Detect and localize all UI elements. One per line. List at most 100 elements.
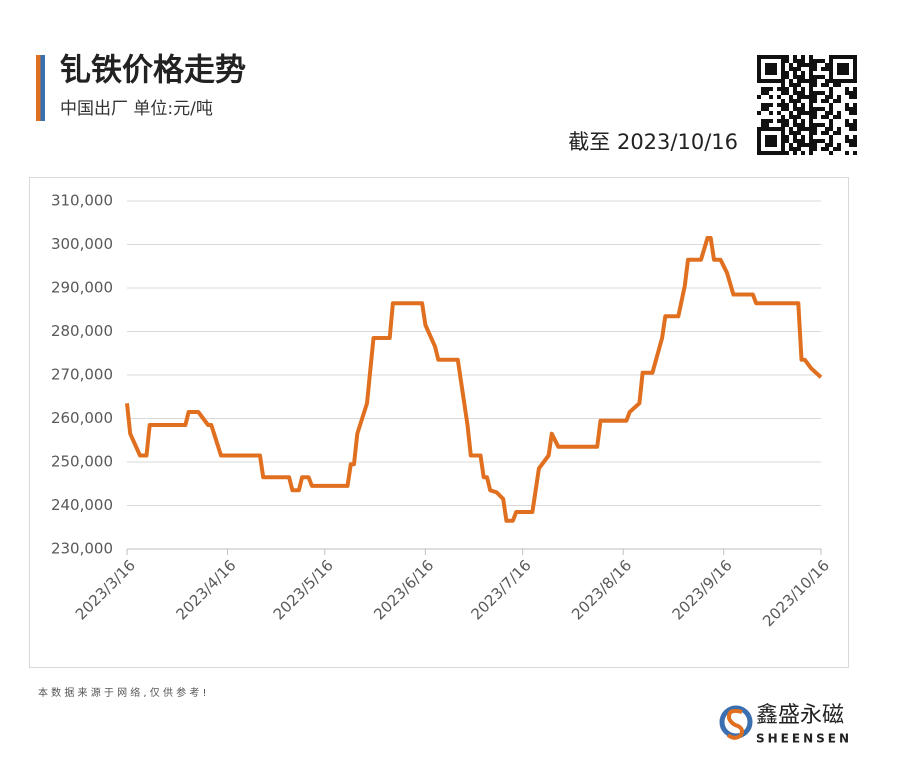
qr-cell — [813, 83, 817, 87]
qr-cell — [849, 91, 853, 95]
qr-cell — [765, 127, 769, 131]
qr-cell — [817, 91, 821, 95]
qr-cell — [821, 107, 825, 111]
qr-cell — [793, 55, 797, 59]
qr-cell — [809, 63, 813, 67]
y-tick-label: 250,000 — [51, 453, 113, 471]
qr-cell — [785, 71, 789, 75]
qr-cell — [757, 95, 761, 99]
qr-cell — [769, 87, 773, 91]
qr-cell — [853, 91, 857, 95]
qr-cell — [829, 95, 833, 99]
qr-cell — [761, 79, 765, 83]
qr-cell — [761, 87, 765, 91]
qr-cell — [841, 63, 845, 67]
qr-cell — [825, 147, 829, 151]
qr-cell — [777, 103, 781, 107]
qr-cell — [777, 87, 781, 91]
y-tick-label: 280,000 — [51, 322, 113, 340]
qr-cell — [829, 143, 833, 147]
qr-cell — [801, 79, 805, 83]
qr-cell — [769, 119, 773, 123]
qr-cell — [845, 103, 849, 107]
qr-cell — [853, 67, 857, 71]
qr-cell — [793, 119, 797, 123]
qr-cell — [769, 63, 773, 67]
qr-cell — [813, 127, 817, 131]
qr-cell — [781, 71, 785, 75]
qr-cell — [809, 119, 813, 123]
qr-cell — [761, 123, 765, 127]
qr-cell — [813, 67, 817, 71]
qr-cell — [781, 139, 785, 143]
qr-cell — [793, 151, 797, 155]
qr-cell — [793, 83, 797, 87]
qr-cell — [781, 63, 785, 67]
qr-cell — [757, 143, 761, 147]
qr-cell — [821, 99, 825, 103]
qr-cell — [769, 67, 773, 71]
qr-cell — [801, 91, 805, 95]
qr-cell — [797, 131, 801, 135]
qr-cell — [757, 63, 761, 67]
qr-cell — [825, 79, 829, 83]
qr-cell — [773, 67, 777, 71]
qr-cell — [793, 135, 797, 139]
qr-cell — [769, 143, 773, 147]
qr-cell — [801, 119, 805, 123]
source-note: 本 数 据 来 源 于 网 络 , 仅 供 参 考 ! — [38, 686, 207, 699]
qr-cell — [773, 127, 777, 131]
qr-cell — [785, 75, 789, 79]
qr-cell — [785, 151, 789, 155]
brand-en: SHEENSEN — [756, 732, 852, 746]
qr-cell — [769, 95, 773, 99]
qr-cell — [757, 131, 761, 135]
qr-cell — [797, 111, 801, 115]
qr-cell — [793, 123, 797, 127]
qr-cell — [813, 115, 817, 119]
qr-cell — [825, 115, 829, 119]
qr-cell — [797, 127, 801, 131]
qr-cell — [789, 67, 793, 71]
qr-cell — [793, 71, 797, 75]
qr-cell — [821, 123, 825, 127]
qr-cell — [765, 63, 769, 67]
qr-cell — [813, 123, 817, 127]
qr-cell — [785, 123, 789, 127]
qr-cell — [777, 79, 781, 83]
qr-cell — [789, 63, 793, 67]
qr-cell — [781, 151, 785, 155]
qr-cell — [829, 55, 833, 59]
qr-cell — [809, 107, 813, 111]
qr-cell — [829, 71, 833, 75]
qr-cell — [781, 75, 785, 79]
qr-cell — [821, 91, 825, 95]
qr-cell — [773, 135, 777, 139]
qr-cell — [809, 115, 813, 119]
qr-cell — [789, 115, 793, 119]
qr-cell — [829, 75, 833, 79]
qr-cell — [813, 59, 817, 63]
qr-cell — [781, 131, 785, 135]
qr-cell — [833, 55, 837, 59]
qr-cell — [785, 119, 789, 123]
qr-cell — [765, 87, 769, 91]
qr-cell — [853, 103, 857, 107]
qr-cell — [785, 139, 789, 143]
qr-cell — [817, 123, 821, 127]
qr-cell — [805, 111, 809, 115]
qr-cell — [757, 135, 761, 139]
qr-cell — [829, 119, 833, 123]
qr-cell — [785, 87, 789, 91]
qr-cell — [837, 127, 841, 131]
qr-cell — [801, 111, 805, 115]
qr-cell — [829, 135, 833, 139]
qr-cell — [773, 151, 777, 155]
qr-cell — [853, 119, 857, 123]
qr-cell — [797, 59, 801, 63]
x-tick-label: 2023/8/16 — [568, 556, 635, 623]
qr-cell — [833, 83, 837, 87]
qr-cell — [789, 143, 793, 147]
qr-cell — [757, 147, 761, 151]
qr-cell — [765, 91, 769, 95]
